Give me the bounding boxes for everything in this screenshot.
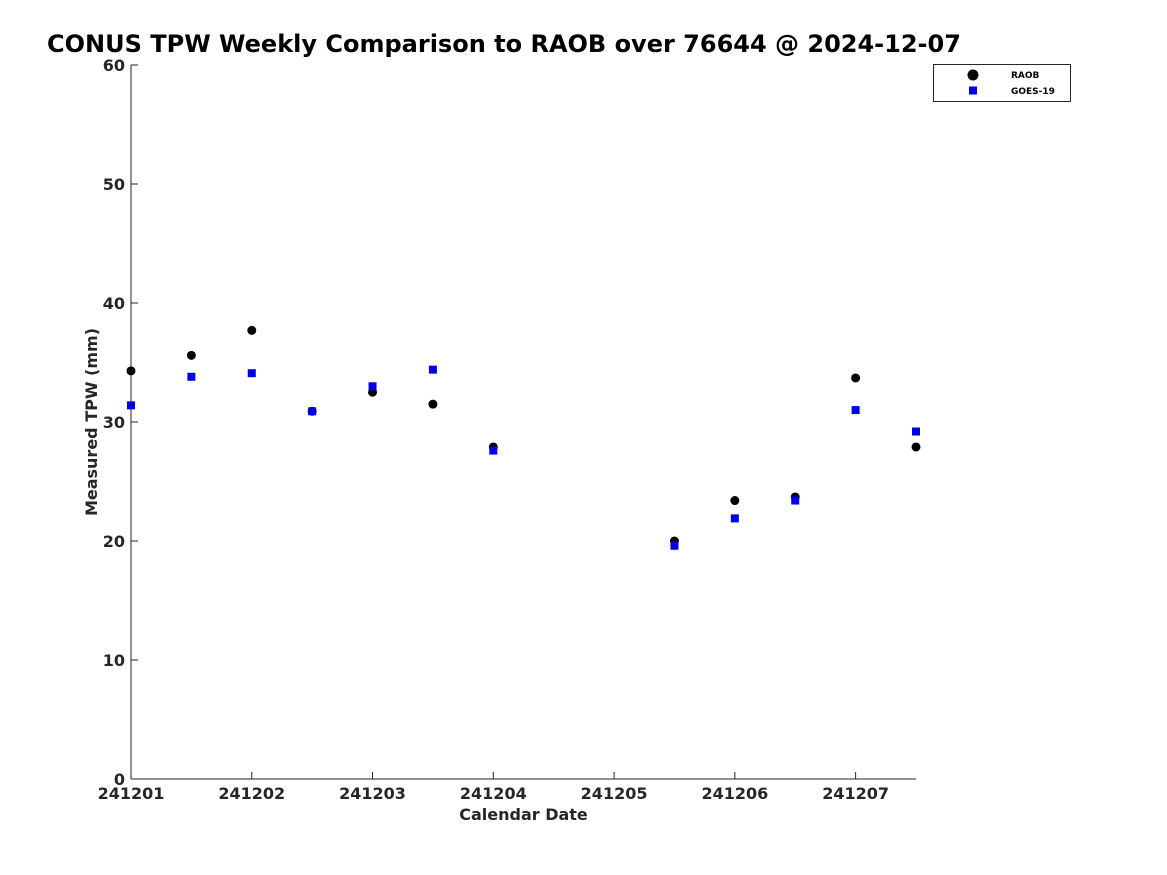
y-tick-label: 0: [114, 770, 125, 789]
x-tick-label: 241204: [460, 784, 527, 803]
data-points: [126, 325, 921, 550]
y-tick-label: 60: [103, 56, 125, 75]
point-goes19: [368, 382, 377, 391]
point-raob: [730, 496, 740, 506]
y-tick-label: 30: [103, 413, 125, 432]
point-goes19: [791, 496, 800, 505]
x-tick-label: 241207: [822, 784, 889, 803]
point-goes19: [308, 407, 317, 416]
legend-marker-raob: [967, 69, 979, 81]
legend-label-goes19: GOES-19: [1011, 87, 1055, 97]
x-axis-label: Calendar Date: [459, 805, 588, 824]
chart-title: CONUS TPW Weekly Comparison to RAOB over…: [47, 30, 961, 58]
legend: RAOB GOES-19: [933, 64, 1071, 102]
point-goes19: [187, 372, 196, 381]
point-goes19: [428, 365, 437, 374]
y-tick-label: 50: [103, 175, 125, 194]
y-axis-label: Measured TPW (mm): [82, 328, 101, 516]
point-goes19: [670, 541, 679, 550]
point-raob: [247, 325, 257, 335]
y-tick-label: 40: [103, 294, 125, 313]
x-tick-label: 241201: [98, 784, 165, 803]
y-tick-label: 10: [103, 651, 125, 670]
point-goes19: [127, 401, 135, 410]
x-axis-ticks: 241201 241202 241203 241204 241205 241206 2412…: [98, 772, 889, 803]
point-goes19: [730, 514, 739, 523]
point-raob: [428, 399, 438, 409]
y-tick-label: 20: [103, 532, 125, 551]
legend-marker-goes19: [969, 86, 977, 95]
x-tick-label: 241206: [701, 784, 768, 803]
point-goes19: [912, 427, 920, 436]
x-tick-label: 241203: [339, 784, 406, 803]
point-raob: [911, 442, 921, 452]
point-goes19: [489, 446, 498, 455]
legend-label-raob: RAOB: [1011, 71, 1040, 81]
point-goes19: [851, 406, 860, 415]
x-tick-label: 241205: [581, 784, 648, 803]
legend-box: [933, 64, 1071, 102]
point-raob: [851, 373, 861, 383]
x-tick-label: 241202: [218, 784, 285, 803]
point-goes19: [247, 369, 256, 378]
point-raob: [186, 350, 196, 360]
y-axis-ticks: 0 10 20 30 40 50 60: [103, 56, 138, 789]
point-raob: [126, 366, 136, 376]
